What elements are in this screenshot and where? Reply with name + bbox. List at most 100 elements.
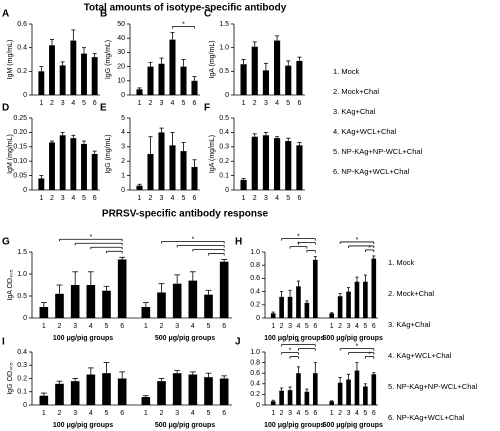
y-tick-label: 3 xyxy=(121,144,125,151)
bar xyxy=(38,178,45,190)
y-tick-label: 0.2 xyxy=(17,375,27,382)
y-axis-title: IgA (mg/mL) xyxy=(209,135,216,173)
x-tick-label: 3 xyxy=(264,195,268,202)
legend-entry: 6. NP-KAg+WCL+Chal xyxy=(388,413,465,422)
bar xyxy=(262,135,269,190)
bar xyxy=(270,401,276,405)
bar xyxy=(304,302,310,318)
x-tick-label: 3 xyxy=(160,100,164,107)
bar xyxy=(329,313,335,318)
bar xyxy=(219,378,229,405)
bar xyxy=(55,293,64,318)
y-tick-label: 0.8 xyxy=(250,359,260,366)
x-tick-label: 6 xyxy=(193,100,197,107)
x-tick-label: 2 xyxy=(253,195,257,202)
bar xyxy=(147,66,154,95)
y-tick-label: 0.1 xyxy=(219,172,229,179)
group-label: 500 μg/pig groups xyxy=(323,422,383,429)
y-tick-label: 0.4 xyxy=(219,129,229,136)
y-tick-label: 0.10 xyxy=(13,158,27,165)
x-tick-label: 1 xyxy=(242,195,246,202)
x-tick-label: 4 xyxy=(191,323,195,330)
y-axis-title: IgG (mg/mL) xyxy=(105,134,112,173)
x-tick-label: 4 xyxy=(71,195,75,202)
x-tick-label: 4 xyxy=(355,323,359,330)
bar xyxy=(49,45,55,95)
bar xyxy=(180,151,187,190)
bar xyxy=(70,381,80,405)
bar xyxy=(312,373,318,405)
x-tick-label: 2 xyxy=(50,195,54,202)
bar xyxy=(279,390,284,405)
x-tick-label: 6 xyxy=(193,195,197,202)
x-tick-label: 2 xyxy=(338,410,342,417)
bar xyxy=(274,40,281,95)
x-tick-label: 5 xyxy=(286,195,290,202)
x-tick-label: 1 xyxy=(39,195,43,202)
bar xyxy=(371,258,377,318)
y-tick-label: 1.0 xyxy=(219,45,229,52)
x-tick-label: 6 xyxy=(222,323,226,330)
x-tick-label: 1 xyxy=(242,100,246,107)
x-tick-label: 1 xyxy=(144,410,148,417)
x-tick-label: 2 xyxy=(160,323,164,330)
bar xyxy=(296,60,303,95)
group-label: 100 μg/pig groups xyxy=(264,422,324,429)
bar xyxy=(354,281,360,318)
x-tick-label: 4 xyxy=(297,323,301,330)
x-tick-label: 6 xyxy=(120,410,124,417)
bar xyxy=(296,373,301,405)
legend-entry: 2. Mock+Chal xyxy=(388,289,434,298)
x-tick-label: 2 xyxy=(58,410,62,417)
x-tick-label: 6 xyxy=(372,410,376,417)
x-tick-label: 6 xyxy=(372,323,376,330)
y-axis-title: IgM (mg/mL) xyxy=(7,134,14,174)
bar xyxy=(141,307,151,318)
y-tick-label: 0.4 xyxy=(17,349,27,356)
bar xyxy=(157,292,166,318)
x-tick-label: 5 xyxy=(82,195,86,202)
x-tick-label: 2 xyxy=(280,410,284,417)
x-tick-label: 3 xyxy=(160,195,164,202)
bar xyxy=(240,179,247,190)
bar xyxy=(70,40,77,95)
y-tick-label: 0.6 xyxy=(17,21,27,28)
bar xyxy=(188,280,198,318)
x-tick-label: 2 xyxy=(253,100,257,107)
x-tick-label: 4 xyxy=(171,195,175,202)
panel-letter: J xyxy=(235,337,241,348)
bar xyxy=(188,374,198,405)
x-tick-label: 2 xyxy=(280,323,284,330)
bar xyxy=(117,378,127,405)
y-tick-label: 0.05 xyxy=(13,172,27,179)
bar xyxy=(81,143,87,190)
x-tick-label: 3 xyxy=(175,410,179,417)
section-title: PRRSV-specific antibody response xyxy=(102,209,269,220)
bar xyxy=(70,138,77,190)
bar xyxy=(141,397,151,405)
bar xyxy=(346,379,351,405)
bar xyxy=(59,65,66,95)
bar xyxy=(312,259,318,318)
bar xyxy=(251,136,258,190)
y-tick-label: 1.5 xyxy=(219,21,229,28)
x-tick-label: 4 xyxy=(89,410,93,417)
bar xyxy=(102,373,111,405)
x-tick-label: 1 xyxy=(271,323,275,330)
y-tick-label: 0.6 xyxy=(250,370,260,377)
y-tick-label: 2 xyxy=(121,158,125,165)
x-tick-label: 5 xyxy=(207,323,211,330)
x-tick-label: 2 xyxy=(149,195,153,202)
x-tick-label: 2 xyxy=(160,410,164,417)
x-tick-label: 2 xyxy=(58,323,62,330)
y-tick-label: 0 xyxy=(23,187,27,194)
y-tick-label: 10 xyxy=(117,78,125,85)
bar xyxy=(191,80,198,95)
significance-label: * xyxy=(297,233,300,240)
y-axis-title: IgA (mg/mL) xyxy=(209,40,216,78)
x-tick-label: 2 xyxy=(50,100,54,107)
bar xyxy=(180,66,187,95)
bar xyxy=(329,401,335,405)
y-tick-label: 0.20 xyxy=(13,129,27,136)
y-axis-title: IgG (mg/mL) xyxy=(105,40,112,79)
